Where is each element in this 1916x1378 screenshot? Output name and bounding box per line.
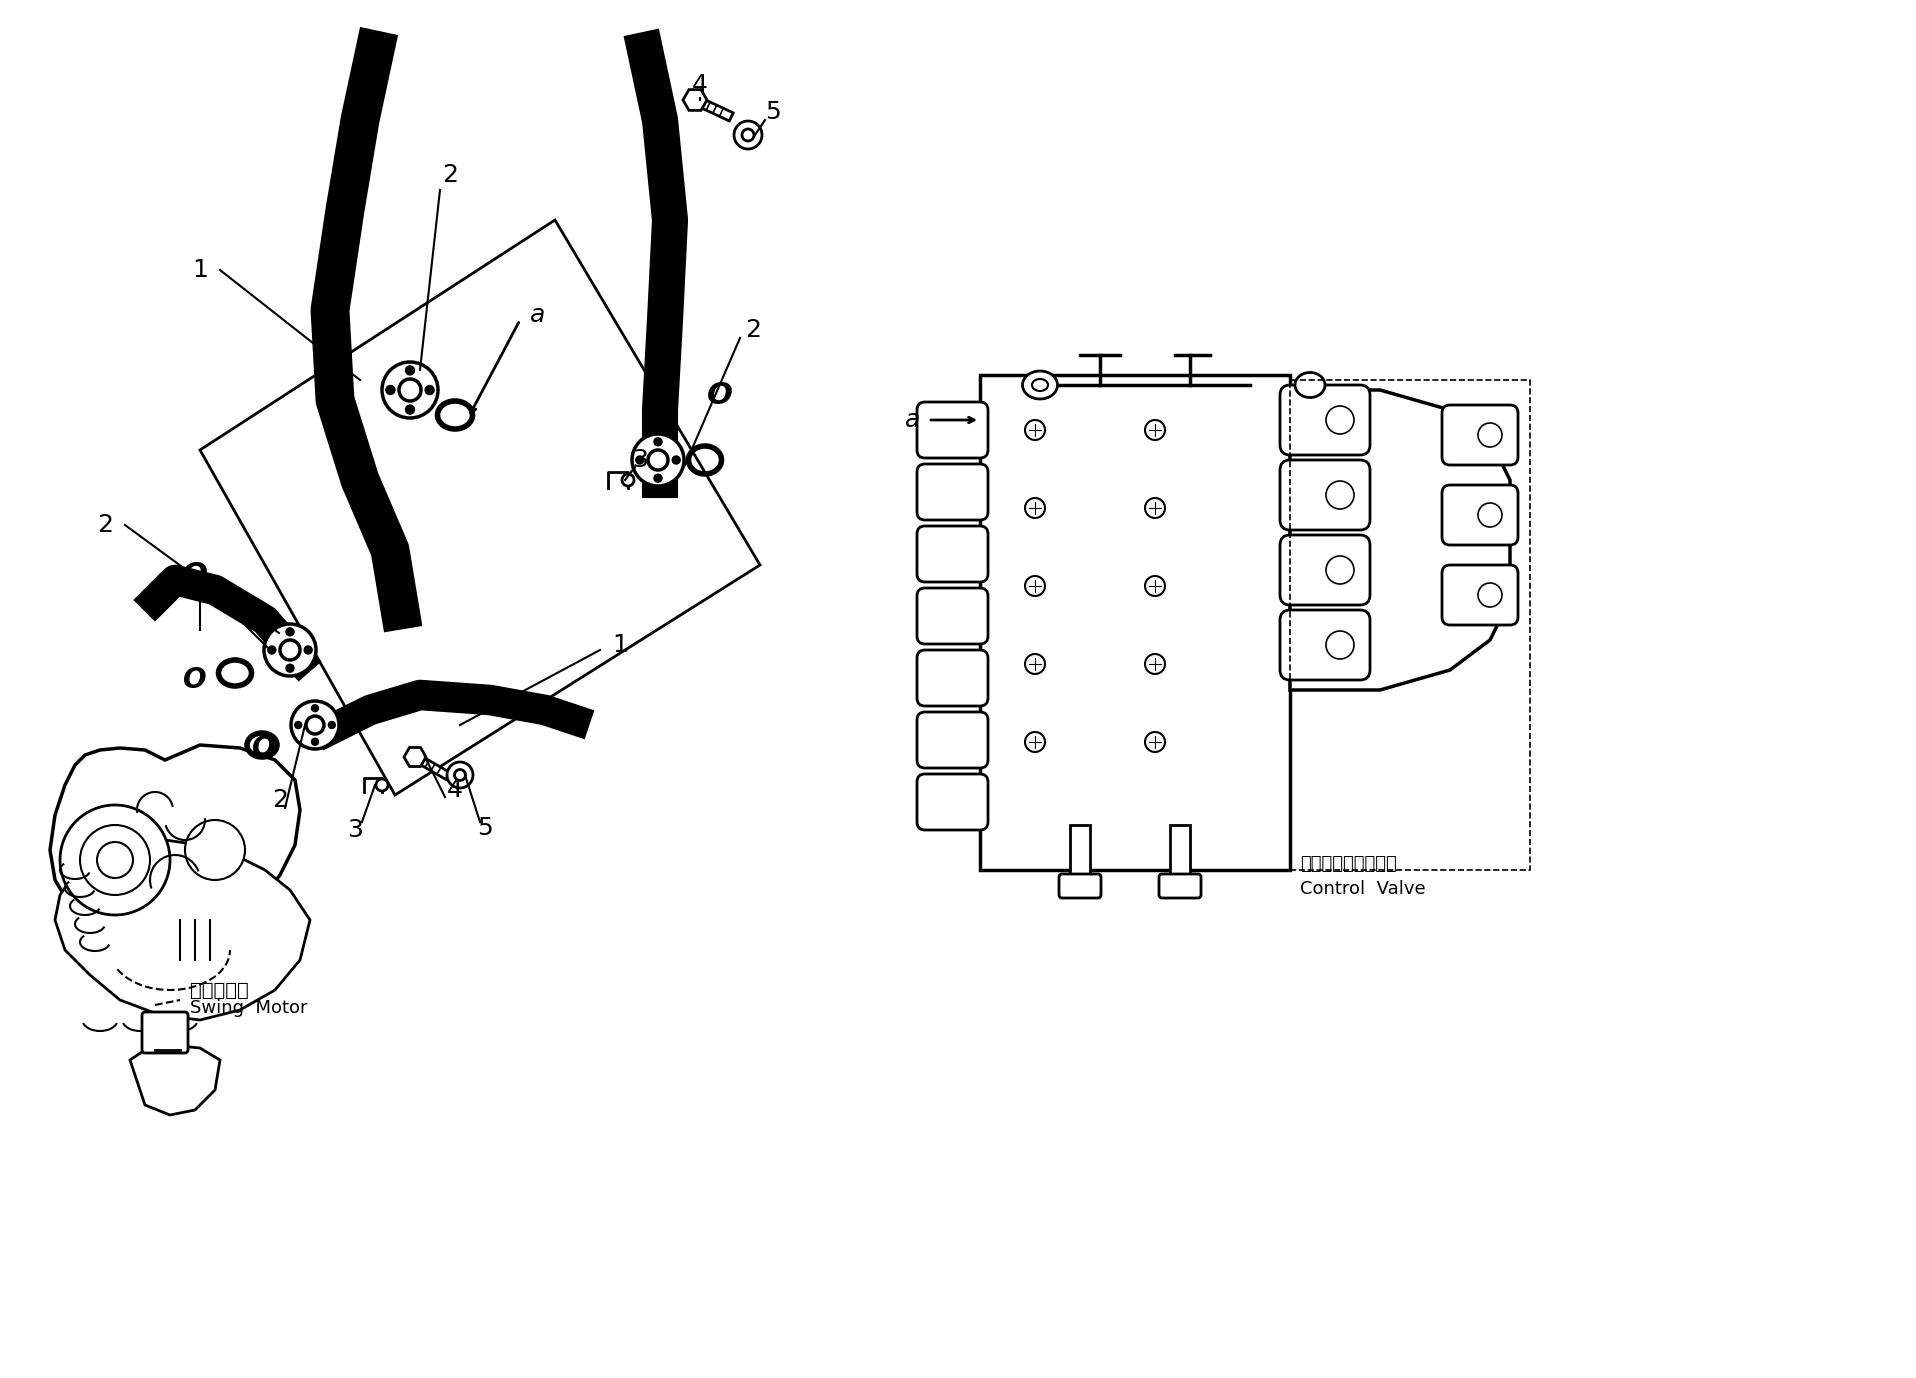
Text: Swing  Motor: Swing Motor — [190, 999, 307, 1017]
Circle shape — [406, 405, 414, 415]
Circle shape — [623, 474, 634, 486]
Circle shape — [425, 386, 435, 394]
Circle shape — [268, 646, 276, 655]
Circle shape — [376, 779, 389, 791]
Circle shape — [399, 379, 422, 401]
Text: 4: 4 — [692, 73, 709, 96]
Text: 1: 1 — [611, 633, 628, 657]
FancyBboxPatch shape — [1171, 825, 1190, 875]
Circle shape — [285, 628, 293, 635]
FancyBboxPatch shape — [918, 588, 989, 644]
Circle shape — [307, 717, 324, 734]
Polygon shape — [50, 745, 301, 936]
FancyBboxPatch shape — [918, 464, 989, 520]
Circle shape — [285, 664, 293, 672]
Text: 旋回モータ: 旋回モータ — [190, 981, 249, 999]
Text: Control  Valve: Control Valve — [1299, 881, 1426, 898]
FancyBboxPatch shape — [1280, 460, 1370, 531]
FancyBboxPatch shape — [918, 526, 989, 582]
FancyBboxPatch shape — [1280, 610, 1370, 679]
Circle shape — [328, 722, 335, 729]
Circle shape — [280, 639, 301, 660]
Text: 2: 2 — [98, 513, 113, 537]
Text: a: a — [904, 408, 920, 431]
FancyBboxPatch shape — [1060, 874, 1102, 898]
Text: 3: 3 — [347, 819, 362, 842]
Polygon shape — [414, 754, 450, 780]
Circle shape — [673, 456, 680, 464]
Circle shape — [741, 130, 755, 141]
Polygon shape — [56, 841, 310, 1020]
Circle shape — [312, 739, 318, 745]
Ellipse shape — [1023, 371, 1058, 400]
Circle shape — [734, 121, 763, 149]
Polygon shape — [694, 96, 734, 121]
Ellipse shape — [1295, 372, 1326, 397]
Circle shape — [264, 624, 316, 677]
Circle shape — [653, 474, 663, 482]
Circle shape — [295, 722, 301, 729]
FancyBboxPatch shape — [1443, 405, 1517, 464]
Circle shape — [59, 805, 171, 915]
Text: O: O — [253, 734, 276, 762]
Circle shape — [186, 820, 245, 881]
Text: 2: 2 — [745, 318, 761, 342]
FancyBboxPatch shape — [1280, 384, 1370, 455]
Text: O: O — [707, 380, 734, 409]
Text: 5: 5 — [477, 816, 492, 841]
FancyBboxPatch shape — [918, 774, 989, 830]
Circle shape — [305, 646, 312, 655]
Text: 1: 1 — [192, 258, 209, 282]
FancyBboxPatch shape — [918, 650, 989, 706]
Text: 4: 4 — [446, 779, 464, 802]
FancyBboxPatch shape — [918, 402, 989, 457]
FancyBboxPatch shape — [1443, 485, 1517, 546]
Circle shape — [312, 704, 318, 711]
FancyBboxPatch shape — [918, 712, 989, 768]
Bar — [1289, 380, 1531, 870]
FancyBboxPatch shape — [142, 1011, 188, 1053]
FancyBboxPatch shape — [1069, 825, 1090, 875]
Circle shape — [632, 434, 684, 486]
Text: O: O — [182, 561, 209, 590]
Circle shape — [653, 438, 663, 446]
FancyBboxPatch shape — [979, 375, 1289, 870]
Circle shape — [381, 362, 439, 418]
Circle shape — [636, 456, 644, 464]
Text: 3: 3 — [632, 448, 648, 473]
Circle shape — [385, 386, 395, 394]
Polygon shape — [1289, 390, 1510, 690]
Circle shape — [406, 367, 414, 375]
FancyBboxPatch shape — [1159, 874, 1201, 898]
Text: O: O — [184, 666, 207, 695]
Text: 5: 5 — [764, 101, 782, 124]
Text: 2: 2 — [272, 788, 287, 812]
Text: 2: 2 — [443, 163, 458, 187]
Circle shape — [291, 701, 339, 750]
Text: a: a — [531, 303, 546, 327]
Text: コントロールバルブ: コントロールバルブ — [1299, 854, 1397, 874]
Circle shape — [446, 762, 473, 788]
Polygon shape — [130, 1045, 220, 1115]
FancyBboxPatch shape — [1443, 565, 1517, 626]
Circle shape — [648, 451, 669, 470]
FancyBboxPatch shape — [1280, 535, 1370, 605]
Circle shape — [454, 769, 466, 780]
